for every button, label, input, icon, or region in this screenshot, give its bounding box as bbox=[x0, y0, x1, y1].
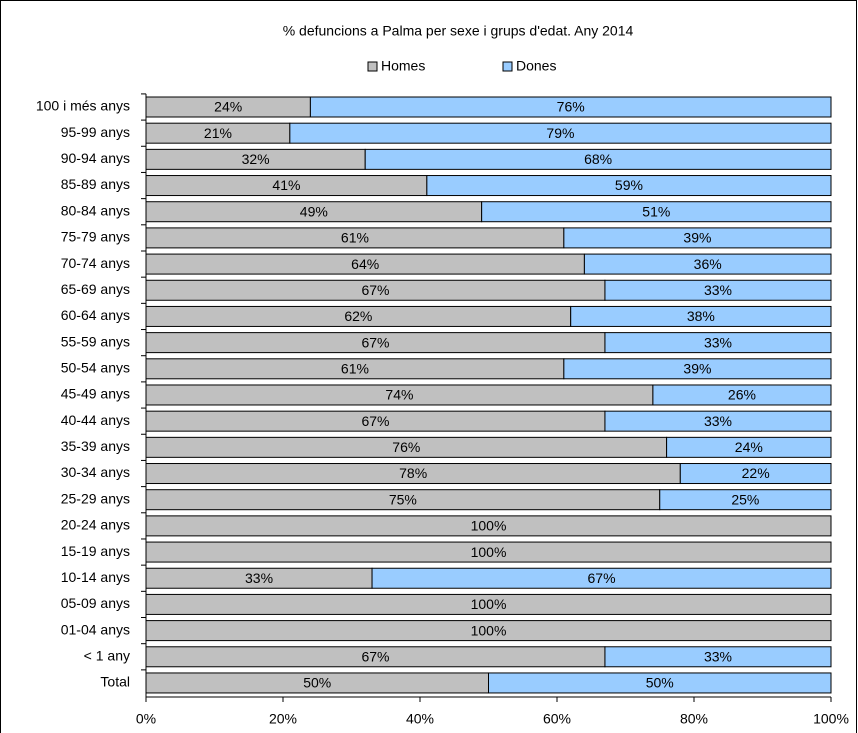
data-label: 32% bbox=[242, 151, 270, 167]
data-label: 22% bbox=[742, 465, 770, 481]
bar-segment bbox=[604, 332, 832, 354]
data-label: 21% bbox=[204, 125, 232, 141]
bar-segment bbox=[583, 253, 832, 275]
data-label: 38% bbox=[687, 308, 715, 324]
data-label: 67% bbox=[361, 334, 389, 350]
x-tick-label: 0% bbox=[136, 711, 156, 727]
legend-swatch bbox=[367, 61, 378, 72]
data-label: 78% bbox=[399, 465, 427, 481]
y-tick-label: Total bbox=[100, 674, 130, 690]
bar-segment bbox=[563, 227, 832, 249]
data-label: 24% bbox=[214, 99, 242, 115]
bar-segment bbox=[426, 175, 832, 197]
y-tick-label: 90-94 anys bbox=[61, 150, 130, 166]
bar-segment bbox=[604, 279, 832, 301]
data-label: 39% bbox=[683, 230, 711, 246]
bar-segment bbox=[570, 305, 832, 327]
data-label: 41% bbox=[272, 177, 300, 193]
x-tick-label: 40% bbox=[406, 711, 434, 727]
data-label: 33% bbox=[704, 282, 732, 298]
data-label: 76% bbox=[557, 99, 585, 115]
bar-segment bbox=[604, 410, 832, 432]
data-label: 50% bbox=[303, 675, 331, 691]
bar-segment bbox=[604, 646, 832, 668]
data-label: 67% bbox=[361, 648, 389, 664]
y-tick-label: 05-09 anys bbox=[61, 595, 130, 611]
bar-segment bbox=[481, 201, 832, 223]
bar-segment bbox=[563, 358, 832, 380]
y-tick-label: 100 i més anys bbox=[36, 98, 130, 114]
data-label: 59% bbox=[615, 177, 643, 193]
y-tick-label: 45-49 anys bbox=[61, 386, 130, 402]
data-label: 74% bbox=[385, 387, 413, 403]
y-tick-label: 60-64 anys bbox=[61, 307, 130, 323]
data-label: 36% bbox=[694, 256, 722, 272]
data-label: 25% bbox=[731, 491, 759, 507]
data-label: 76% bbox=[392, 439, 420, 455]
x-tick-label: 100% bbox=[813, 711, 849, 727]
y-tick-label: 20-24 anys bbox=[61, 517, 130, 533]
y-tick-label: 95-99 anys bbox=[61, 124, 130, 140]
data-label: 75% bbox=[389, 491, 417, 507]
y-tick-label: 35-39 anys bbox=[61, 438, 130, 454]
y-tick-label: 70-74 anys bbox=[61, 255, 130, 271]
bar-segment bbox=[309, 96, 832, 118]
data-label: 50% bbox=[646, 675, 674, 691]
y-tick-label: 85-89 anys bbox=[61, 176, 130, 192]
y-tick-label: 75-79 anys bbox=[61, 229, 130, 245]
data-label: 24% bbox=[735, 439, 763, 455]
data-label: 39% bbox=[683, 361, 711, 377]
bar-segment bbox=[371, 567, 832, 589]
data-label: 62% bbox=[344, 308, 372, 324]
data-label: 61% bbox=[341, 230, 369, 246]
data-label: 68% bbox=[584, 151, 612, 167]
x-tick-label: 60% bbox=[543, 711, 571, 727]
legend-label: Homes bbox=[381, 58, 425, 74]
data-label: 100% bbox=[471, 544, 507, 560]
bar-segment bbox=[679, 463, 832, 485]
y-tick-label: 80-84 anys bbox=[61, 202, 130, 218]
data-label: 67% bbox=[361, 413, 389, 429]
y-tick-label: 65-69 anys bbox=[61, 281, 130, 297]
y-tick-label: 55-59 anys bbox=[61, 333, 130, 349]
bar-segment bbox=[289, 122, 832, 144]
bar-segment bbox=[666, 436, 832, 458]
data-label: 100% bbox=[471, 596, 507, 612]
y-tick-label: 10-14 anys bbox=[61, 569, 130, 585]
data-label: 67% bbox=[361, 282, 389, 298]
data-label: 26% bbox=[728, 387, 756, 403]
data-label: 100% bbox=[471, 622, 507, 638]
legend-swatch bbox=[502, 61, 513, 72]
data-label: 33% bbox=[704, 334, 732, 350]
data-label: 33% bbox=[704, 648, 732, 664]
bar-segment bbox=[659, 489, 832, 511]
chart-title: % defuncions a Palma per sexe i grups d'… bbox=[283, 23, 634, 39]
y-tick-label: 01-04 anys bbox=[61, 621, 130, 637]
y-tick-label: < 1 any bbox=[84, 647, 130, 663]
y-tick-label: 50-54 anys bbox=[61, 360, 130, 376]
bar-segment bbox=[488, 672, 832, 694]
bar-segment bbox=[652, 384, 832, 406]
y-tick-label: 15-19 anys bbox=[61, 543, 130, 559]
data-label: 64% bbox=[351, 256, 379, 272]
legend-label: Dones bbox=[516, 58, 556, 74]
data-label: 49% bbox=[300, 203, 328, 219]
data-label: 51% bbox=[642, 203, 670, 219]
data-label: 100% bbox=[471, 518, 507, 534]
x-tick-label: 80% bbox=[680, 711, 708, 727]
y-tick-label: 30-34 anys bbox=[61, 464, 130, 480]
bar-segment bbox=[364, 148, 832, 170]
y-tick-label: 40-44 anys bbox=[61, 412, 130, 428]
data-label: 33% bbox=[704, 413, 732, 429]
x-tick-label: 20% bbox=[269, 711, 297, 727]
data-label: 33% bbox=[245, 570, 273, 586]
y-tick-label: 25-29 anys bbox=[61, 490, 130, 506]
data-label: 61% bbox=[341, 361, 369, 377]
data-label: 79% bbox=[546, 125, 574, 141]
data-label: 67% bbox=[588, 570, 616, 586]
